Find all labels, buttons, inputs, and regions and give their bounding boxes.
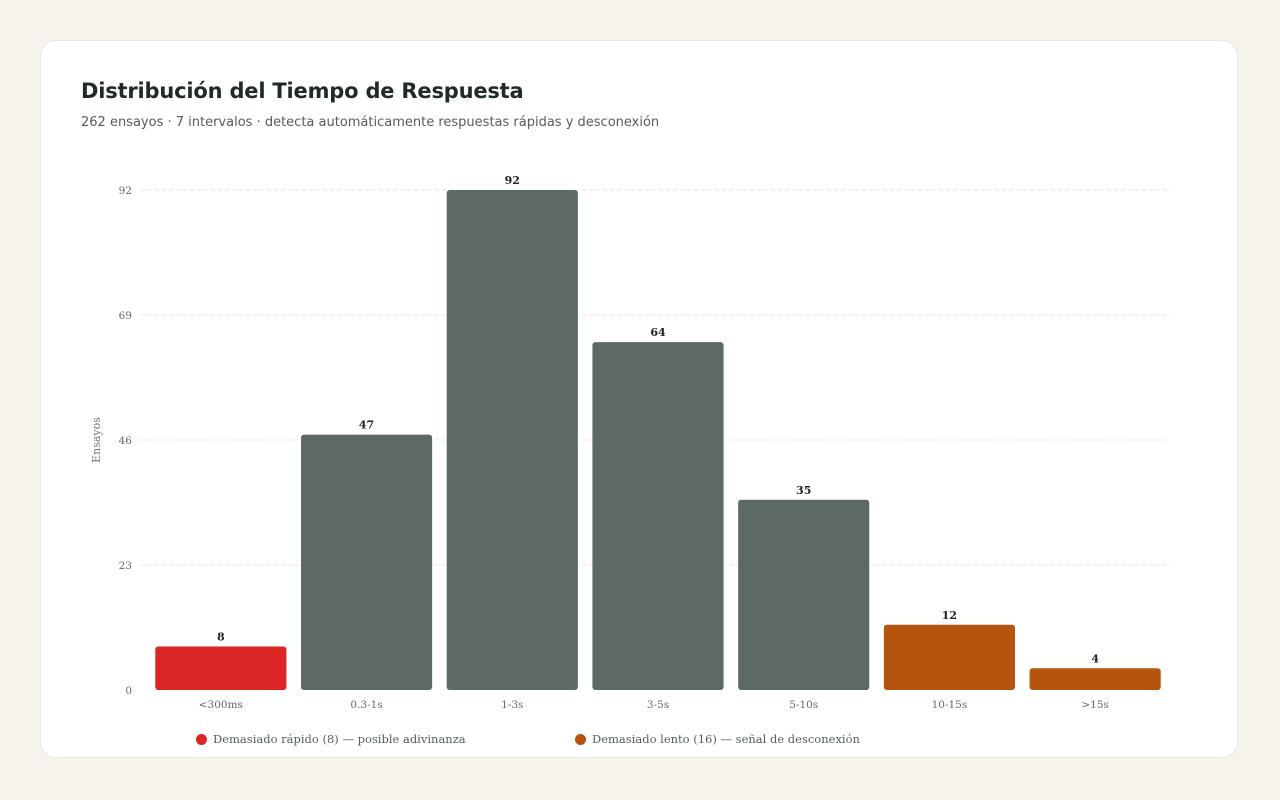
bar-value-label: 4 xyxy=(1091,652,1099,665)
y-tick-label: 92 xyxy=(119,185,132,197)
bar xyxy=(301,434,433,690)
legend-label-slow: Demasiado lento (16) — señal de desconex… xyxy=(592,732,860,746)
y-tick-label: 46 xyxy=(119,435,133,447)
bar xyxy=(592,342,724,690)
x-tick-label: 1-3s xyxy=(501,699,523,711)
legend-item-slow: Demasiado lento (16) — señal de desconex… xyxy=(575,732,860,746)
y-tick-label: 23 xyxy=(119,560,132,572)
y-tick-label: 69 xyxy=(119,310,132,322)
legend-swatch-fast xyxy=(196,733,207,745)
bar xyxy=(738,499,870,690)
bar xyxy=(883,624,1015,690)
legend-item-fast: Demasiado rápido (8) — posible adivinanz… xyxy=(196,732,466,746)
bar-value-label: 92 xyxy=(505,174,520,187)
bar xyxy=(1029,668,1161,690)
bar-chart: 0 23 46 69 92 Ensayos 8 <300ms 47 0.3-1s 92 1-3s 64 3… xyxy=(90,174,1171,711)
bar-value-label: 47 xyxy=(359,419,374,432)
x-tick-label: 10-15s xyxy=(932,699,968,711)
x-tick-label: 5-10s xyxy=(789,699,818,711)
y-tick-label: 0 xyxy=(125,685,132,697)
chart-title: Distribución del Tiempo de Respuesta xyxy=(81,79,524,103)
chart-card: Distribución del Tiempo de Respuesta 262… xyxy=(40,40,1238,758)
x-tick-label: <300ms xyxy=(199,699,243,711)
x-tick-label: 3-5s xyxy=(647,699,669,711)
y-axis-title: Ensayos xyxy=(90,417,103,463)
x-tick-label: 0.3-1s xyxy=(350,699,382,711)
chart-subtitle: 262 ensayos · 7 intervalos · detecta aut… xyxy=(81,115,660,130)
bar-value-label: 35 xyxy=(796,484,811,497)
x-tick-label: >15s xyxy=(1081,699,1109,711)
legend-label-fast: Demasiado rápido (8) — posible adivinanz… xyxy=(213,732,466,746)
bar-value-label: 64 xyxy=(650,326,666,339)
bar-value-label: 12 xyxy=(942,609,957,622)
bar xyxy=(446,190,578,690)
bar xyxy=(155,646,287,690)
legend-swatch-slow xyxy=(575,733,586,745)
bar-value-label: 8 xyxy=(217,631,225,644)
